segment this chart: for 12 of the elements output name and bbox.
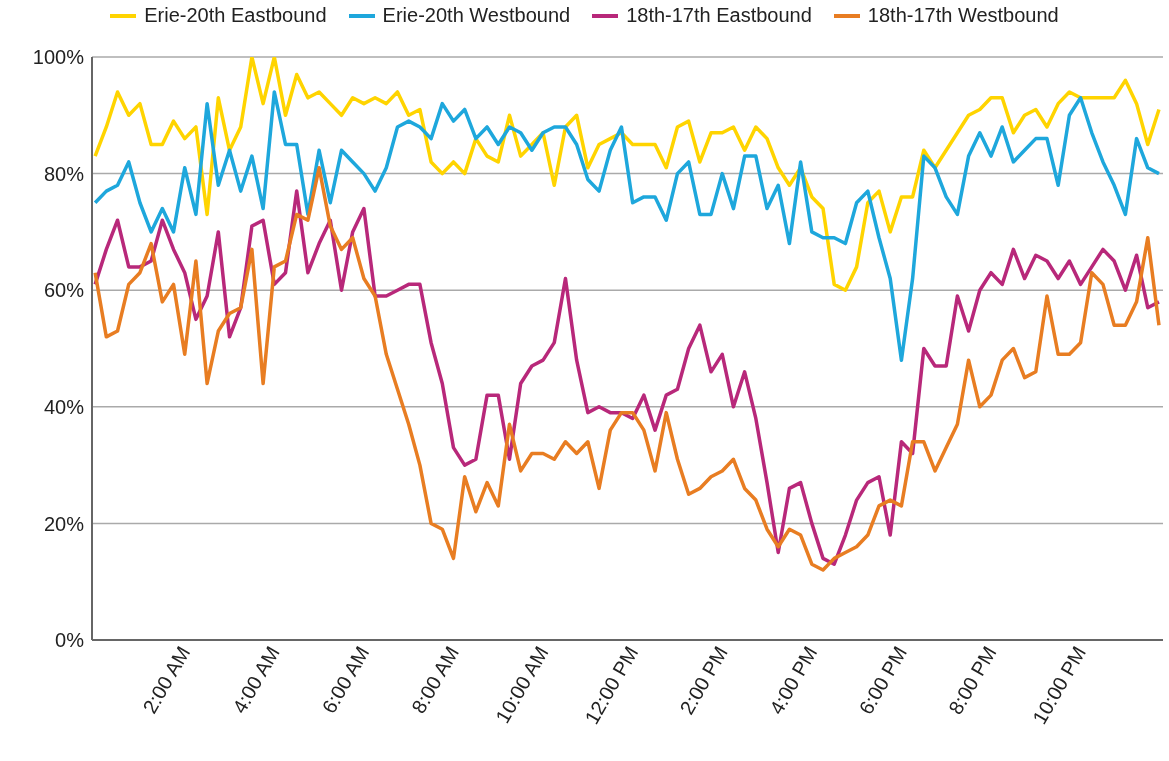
y-tick-label: 80% xyxy=(43,162,85,185)
y-tick-label: 0% xyxy=(55,629,85,652)
y-tick-label: 20% xyxy=(43,512,85,535)
legend-label: Erie-20th Westbound xyxy=(382,4,571,27)
line-series xyxy=(93,57,1161,292)
y-tick-label: 40% xyxy=(43,395,85,418)
y-tick-label: 60% xyxy=(43,279,85,302)
legend-label: Erie-20th Eastbound xyxy=(144,4,327,27)
legend-label: 18th-17th Westbound xyxy=(867,4,1059,27)
y-tick-label: 100% xyxy=(32,46,85,69)
line-series xyxy=(93,90,1161,362)
legend-label: 18th-17th Eastbound xyxy=(626,4,812,27)
